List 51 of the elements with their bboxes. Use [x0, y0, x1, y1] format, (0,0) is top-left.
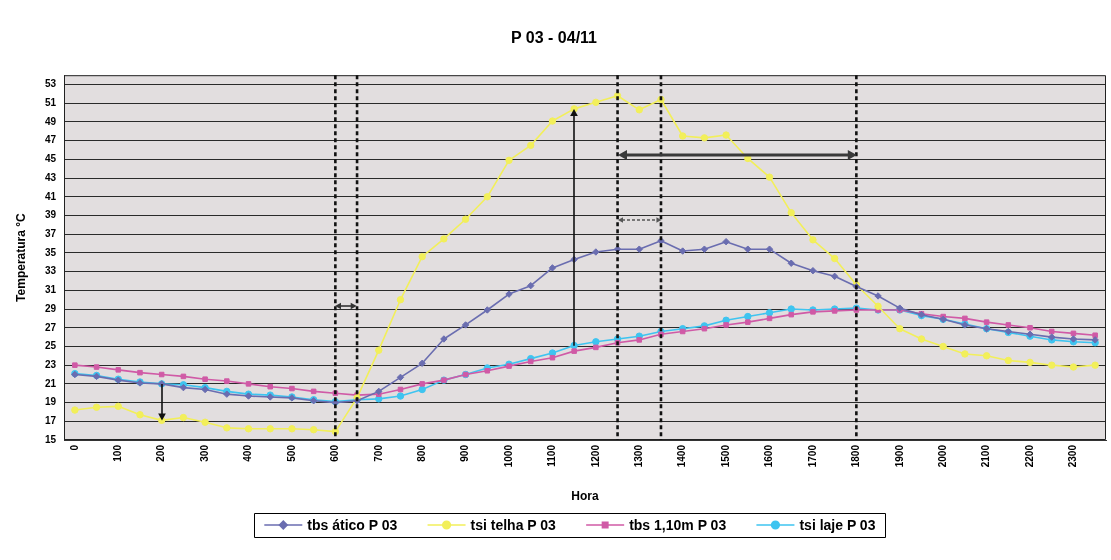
- chart-title: P 03 - 04/11: [511, 29, 598, 47]
- x-axis-title: Hora: [571, 489, 599, 504]
- legend-label: tbs ático P 03: [307, 516, 398, 533]
- y-tick-label: 27: [44, 321, 57, 333]
- y-tick-label: 41: [44, 190, 57, 202]
- x-tick-label: 600: [329, 444, 341, 462]
- x-tick-label: 2000: [936, 444, 948, 468]
- y-tick-label: 43: [44, 171, 57, 183]
- legend-label: tsi laje P 03: [799, 516, 876, 533]
- y-tick-label: 19: [44, 396, 57, 408]
- x-tick-label: 800: [415, 444, 427, 462]
- x-tick-label: 1300: [633, 444, 645, 468]
- y-tick-label: 17: [44, 415, 57, 427]
- x-tick-label: 100: [112, 444, 124, 462]
- x-tick-label: 1000: [502, 444, 514, 468]
- y-tick-label: 33: [44, 265, 57, 277]
- legend-label: tsi telha P 03: [470, 516, 557, 533]
- x-tick-label: 0: [68, 444, 80, 451]
- y-tick-label: 51: [44, 97, 57, 109]
- y-tick-label: 31: [44, 284, 57, 296]
- legend-label: tbs 1,10m P 03: [629, 516, 727, 533]
- x-tick-label: 700: [372, 444, 384, 462]
- x-tick-label: 2200: [1023, 444, 1035, 468]
- x-tick-label: 500: [285, 444, 297, 462]
- x-tick-label: 1200: [589, 444, 601, 468]
- y-tick-label: 15: [44, 433, 57, 445]
- y-tick-label: 53: [44, 78, 57, 90]
- y-tick-label: 35: [44, 246, 57, 258]
- x-tick-label: 1400: [676, 444, 688, 468]
- x-tick-label: 300: [198, 444, 210, 462]
- x-tick-label: 1700: [806, 444, 818, 468]
- x-tick-label: 1500: [719, 444, 731, 468]
- x-tick-label: 1100: [546, 444, 558, 467]
- y-axis-title: Temperatura °C: [13, 212, 28, 302]
- y-tick-label: 25: [44, 340, 57, 352]
- x-tick-label: 2300: [1067, 444, 1079, 468]
- x-tick-label: 1600: [763, 444, 775, 468]
- x-tick-label: 900: [459, 444, 471, 462]
- x-tick-label: 1900: [893, 444, 905, 468]
- y-tick-label: 47: [44, 134, 57, 146]
- y-tick-label: 45: [44, 153, 57, 165]
- y-tick-label: 49: [44, 115, 57, 127]
- y-tick-label: 23: [44, 358, 57, 370]
- x-tick-label: 1800: [850, 444, 862, 468]
- y-tick-label: 37: [44, 227, 57, 239]
- y-tick-label: 21: [44, 377, 57, 389]
- y-tick-label: 39: [44, 209, 57, 221]
- y-tick-label: 29: [44, 302, 57, 314]
- x-tick-label: 200: [155, 444, 167, 462]
- x-tick-label: 400: [242, 444, 254, 462]
- x-tick-label: 2100: [980, 444, 992, 468]
